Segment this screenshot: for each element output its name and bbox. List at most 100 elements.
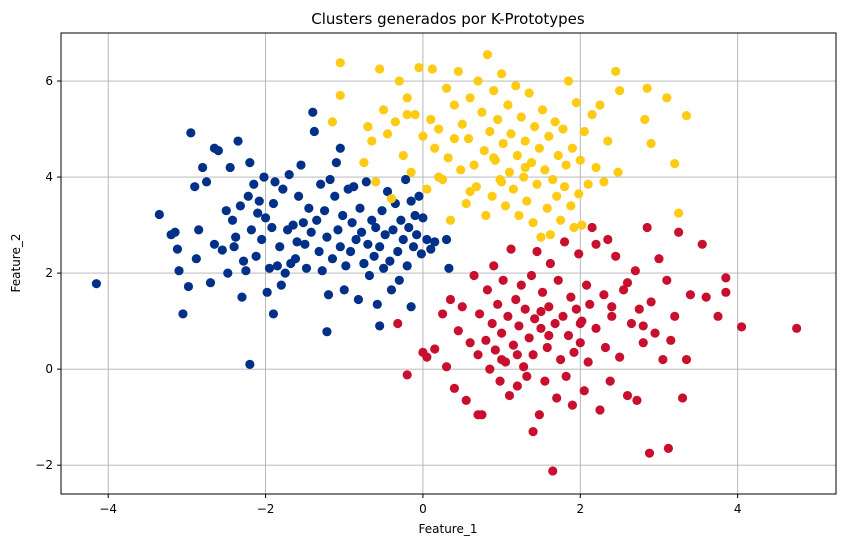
data-point <box>445 215 456 225</box>
data-point <box>591 162 601 173</box>
data-point <box>402 261 412 271</box>
data-point <box>559 182 570 192</box>
data-point <box>595 405 605 415</box>
data-point <box>520 136 530 146</box>
data-point <box>264 263 275 273</box>
data-point <box>514 321 524 331</box>
data-point <box>506 129 516 139</box>
data-point <box>272 261 282 271</box>
data-point <box>544 302 554 312</box>
data-point <box>563 330 574 341</box>
data-point <box>658 354 668 365</box>
data-point <box>522 371 532 381</box>
data-point <box>481 210 491 221</box>
data-point <box>372 299 382 309</box>
data-point <box>603 136 613 146</box>
data-point <box>542 342 552 353</box>
data-point <box>497 328 507 338</box>
data-point <box>227 215 238 225</box>
data-point <box>489 153 499 163</box>
data-point <box>479 146 489 156</box>
data-point <box>190 182 200 192</box>
data-point <box>331 158 341 168</box>
data-point <box>260 213 271 223</box>
data-point <box>537 287 548 297</box>
data-point <box>613 167 623 177</box>
axes-layer: −4 −2 0 2 4 −2 0 2 4 6 <box>35 32 837 516</box>
data-point <box>674 227 684 237</box>
y-tick-label: 6 <box>45 74 53 88</box>
data-point <box>599 177 609 187</box>
data-point <box>363 239 373 249</box>
data-point <box>426 244 436 254</box>
data-point <box>721 273 731 283</box>
data-point <box>567 143 578 153</box>
data-point <box>322 327 332 337</box>
data-point <box>268 198 279 209</box>
data-point <box>414 62 424 73</box>
data-point <box>306 227 316 237</box>
data-point <box>575 338 585 348</box>
data-point <box>268 309 279 319</box>
data-point <box>534 410 544 420</box>
data-point <box>540 376 550 386</box>
data-point <box>388 225 398 235</box>
data-point <box>550 117 560 127</box>
plot-frame <box>60 32 837 495</box>
data-point <box>361 177 371 187</box>
data-point <box>736 322 747 332</box>
data-point <box>497 177 507 187</box>
data-point <box>254 196 264 206</box>
data-point <box>349 182 359 192</box>
data-point <box>298 218 308 228</box>
data-point <box>178 309 188 319</box>
data-point <box>347 218 357 228</box>
data-point <box>393 246 403 257</box>
y-tick-label: 2 <box>45 266 53 280</box>
data-point <box>275 242 285 252</box>
data-point <box>561 160 571 170</box>
data-point <box>382 129 393 139</box>
data-point <box>469 160 479 170</box>
data-point <box>497 69 507 79</box>
data-point <box>579 126 589 137</box>
data-point <box>338 210 348 221</box>
data-point <box>238 256 249 266</box>
data-point <box>583 179 593 189</box>
data-point <box>327 254 338 264</box>
data-point <box>430 344 440 354</box>
data-point <box>495 376 505 386</box>
data-point <box>498 275 508 285</box>
data-point <box>575 155 585 165</box>
data-point <box>591 323 601 333</box>
data-point <box>552 393 562 403</box>
data-point <box>367 136 377 146</box>
data-point <box>587 110 597 120</box>
data-point <box>243 191 253 201</box>
data-point <box>520 304 530 314</box>
data-point <box>516 280 526 290</box>
data-point <box>186 128 196 138</box>
data-point <box>288 220 298 230</box>
data-point <box>640 114 650 125</box>
data-point <box>270 177 280 187</box>
data-point <box>545 230 555 240</box>
data-point <box>441 362 452 372</box>
data-point <box>430 143 440 153</box>
data-point <box>697 239 707 249</box>
data-point <box>642 83 652 93</box>
data-point <box>377 206 387 216</box>
data-point <box>183 281 194 292</box>
data-point <box>427 64 437 74</box>
chart-title: Clusters generados por K-Prototypes <box>311 10 585 28</box>
data-point <box>556 215 566 225</box>
data-point <box>520 162 530 173</box>
data-point <box>485 126 495 137</box>
data-point <box>327 117 338 127</box>
data-point <box>449 134 460 144</box>
data-point <box>473 410 483 420</box>
data-point <box>225 162 235 173</box>
data-point <box>556 354 566 365</box>
data-point <box>674 208 684 218</box>
data-point <box>335 90 345 101</box>
